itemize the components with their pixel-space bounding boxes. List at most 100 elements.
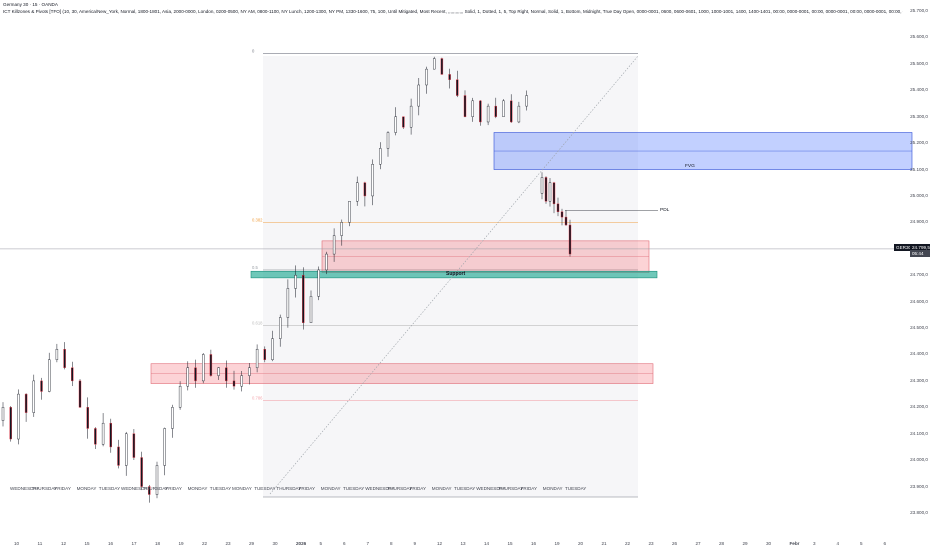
y-tick-label: 24.700,0 <box>910 272 928 278</box>
candle <box>317 269 320 297</box>
x-tick-label: 2026 <box>296 541 307 546</box>
candle <box>494 105 497 117</box>
y-tick-label: 25.200,0 <box>910 140 928 146</box>
candle <box>71 367 74 382</box>
marker-pdl: PDL <box>660 208 670 214</box>
x-tick-label: 30 <box>766 541 772 546</box>
candle <box>248 367 251 376</box>
candle <box>471 100 474 117</box>
candle <box>568 224 572 255</box>
candle <box>348 201 351 223</box>
candle <box>356 182 359 202</box>
current-price-value: 24.799,5 <box>910 243 930 251</box>
x-tick-label: 9 <box>413 541 417 546</box>
candle <box>548 182 552 202</box>
fib-level-label: 0.382 <box>252 217 263 222</box>
x-tick-label: 20 <box>578 541 584 546</box>
x-tick-label: 21 <box>601 541 607 546</box>
candle <box>101 422 105 445</box>
candle <box>225 367 228 382</box>
candle <box>117 446 120 466</box>
x-tick-label: 29 <box>249 541 255 546</box>
day-label: MONDAY <box>187 486 208 491</box>
candle <box>564 216 568 226</box>
candle <box>386 132 390 149</box>
candle <box>379 148 382 165</box>
current-price-symbol: GER30EUR <box>894 243 921 251</box>
candle <box>433 58 436 70</box>
y-tick-label: 23.800,0 <box>910 510 928 515</box>
diagonal-trend-line <box>269 55 639 495</box>
x-tick-label: 28 <box>719 541 725 546</box>
x-tick-label: 4 <box>836 541 840 546</box>
candle <box>302 275 305 323</box>
candle <box>109 422 113 448</box>
candle <box>86 407 89 429</box>
candle <box>371 164 374 197</box>
day-label: WEDNESDAY <box>476 486 506 491</box>
candle <box>456 79 459 96</box>
candle <box>363 182 367 197</box>
y-tick-label: 24.000,0 <box>910 457 928 463</box>
day-label: TUESDAY <box>343 486 365 491</box>
day-label: THURSDAY <box>498 486 524 491</box>
candle <box>217 367 220 376</box>
x-tick-label: 12 <box>437 541 443 546</box>
indicator-settings: ICT Killzones & Pivots [TFO] (10, 30, Am… <box>3 8 903 14</box>
candle <box>560 211 564 218</box>
fib-level-label: 0.618 <box>252 320 263 325</box>
day-label: TUESDAY <box>254 486 276 491</box>
day-label: THURSDAY <box>276 486 302 491</box>
day-label: THURSDAY <box>143 486 169 491</box>
x-tick-label: 15 <box>84 541 90 546</box>
x-tick-label: 16 <box>531 541 537 546</box>
candle <box>479 100 482 123</box>
x-tick-label: 5 <box>860 541 863 546</box>
symbol-title: Germany 30 · 15 · OANDA <box>3 2 58 7</box>
x-tick-label: 6 <box>343 541 346 546</box>
candle <box>263 348 266 360</box>
candle <box>78 380 82 408</box>
y-tick-label: 25.600,0 <box>910 34 928 40</box>
candle <box>9 407 12 440</box>
x-tick-label: 30 <box>272 541 278 546</box>
candle <box>209 354 213 376</box>
candle <box>55 348 59 360</box>
day-label: MONDAY <box>431 486 452 491</box>
candle <box>440 58 444 75</box>
x-tick-label: 16 <box>108 541 114 546</box>
x-tick-label: 15 <box>507 541 513 546</box>
candle <box>463 95 467 117</box>
candle <box>155 465 159 495</box>
candle <box>525 95 528 107</box>
candle <box>332 235 336 255</box>
candle <box>271 338 274 360</box>
x-tick-label: Febr <box>789 541 800 546</box>
candle <box>402 116 405 128</box>
fib-level-label: 0 <box>252 48 255 53</box>
x-tick-label: 3 <box>813 541 816 546</box>
x-tick-label: 13 <box>460 541 466 546</box>
day-label: WEDNESDAY <box>10 486 40 491</box>
candle <box>63 348 66 368</box>
candle <box>556 203 560 213</box>
x-tick-label: 26 <box>672 541 678 546</box>
candle <box>1 407 5 421</box>
candle <box>279 317 282 339</box>
marker-fvg: FVG <box>685 163 695 169</box>
day-label: FRIDAY <box>520 486 538 491</box>
day-label: MONDAY <box>76 486 97 491</box>
x-tick-label: 11 <box>37 541 43 546</box>
y-tick-label: 24.100,0 <box>910 430 928 436</box>
y-tick-label: 24.500,0 <box>910 325 928 331</box>
x-tick-label: 22 <box>625 541 631 546</box>
day-label: MONDAY <box>542 486 563 491</box>
day-label: MONDAY <box>232 486 252 491</box>
day-label: FRIDAY <box>165 486 182 491</box>
x-tick-label: 27 <box>695 541 701 546</box>
candle <box>448 74 451 80</box>
candle <box>552 182 556 205</box>
candle <box>40 380 43 392</box>
x-tick-label: 23 <box>648 541 654 546</box>
